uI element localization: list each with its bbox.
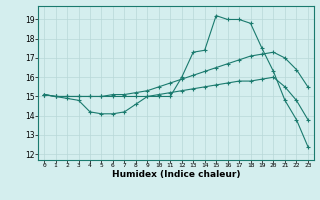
X-axis label: Humidex (Indice chaleur): Humidex (Indice chaleur) xyxy=(112,170,240,179)
